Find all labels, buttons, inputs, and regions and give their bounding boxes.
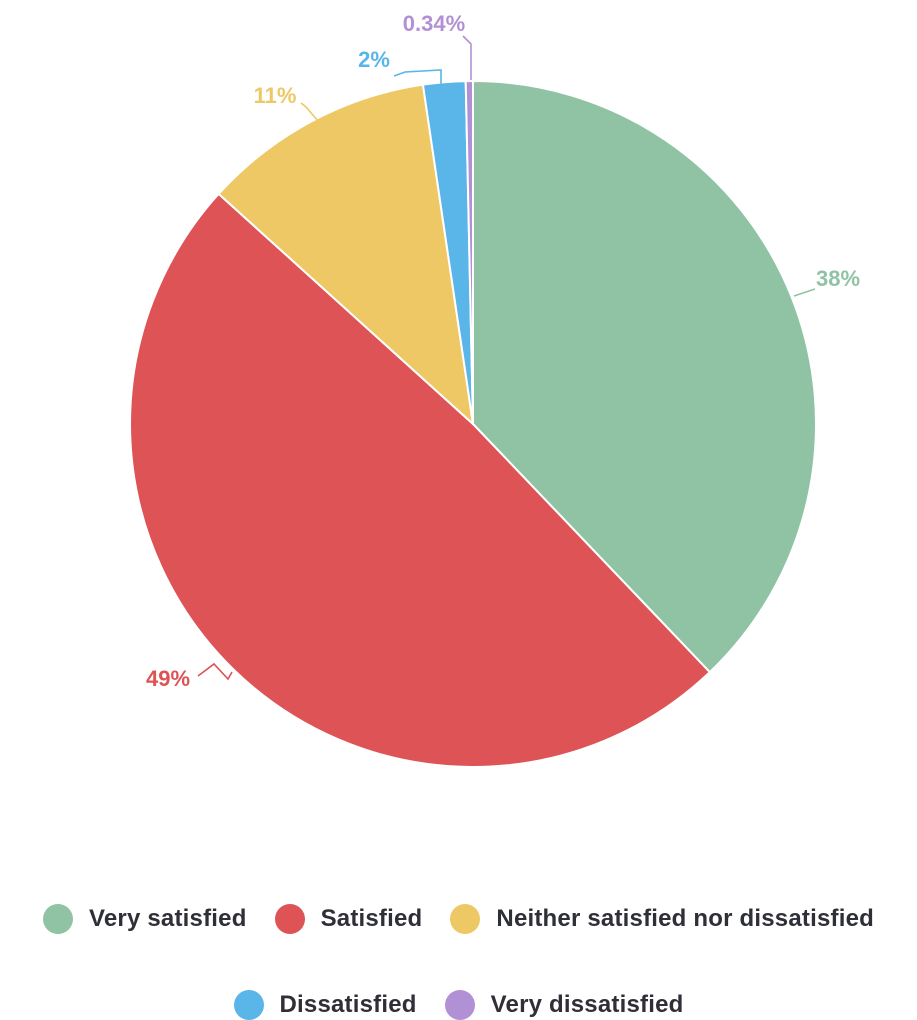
legend-item-satisfied[interactable]: Satisfied bbox=[274, 904, 423, 934]
legend-label-very-dissatisfied: Very dissatisfied bbox=[490, 991, 684, 1018]
legend-row-1: Very satisfied Satisfied Neither satisfi… bbox=[0, 904, 917, 934]
legend-swatch-satisfied bbox=[274, 904, 305, 934]
data-label-neither-satisfied-nor-dissatisfied: 11% bbox=[254, 83, 297, 108]
pie-slice-very-dissatisfied[interactable] bbox=[464, 80, 474, 425]
legend-swatch-very-dissatisfied bbox=[444, 990, 475, 1020]
legend-item-very-satisfied[interactable]: Very satisfied bbox=[43, 904, 247, 934]
legend-label-neither: Neither satisfied nor dissatisfied bbox=[496, 905, 874, 932]
data-label-very-dissatisfied: 0.34% bbox=[403, 11, 465, 36]
data-label-very-satisfied: 38% bbox=[816, 266, 860, 291]
legend-item-dissatisfied[interactable]: Dissatisfied bbox=[233, 990, 417, 1020]
leader-line-satisfied bbox=[197, 662, 233, 681]
legend-swatch-neither bbox=[450, 904, 481, 934]
leader-line-neither-satisfied-nor-dissatisfied bbox=[300, 102, 319, 122]
data-label-satisfied: 49% bbox=[146, 666, 190, 691]
legend-label-satisfied: Satisfied bbox=[320, 905, 423, 932]
leader-line-very-dissatisfied bbox=[462, 35, 472, 80]
legend-swatch-dissatisfied bbox=[233, 990, 264, 1020]
leader-line-very-satisfied bbox=[793, 288, 816, 297]
legend-item-neither[interactable]: Neither satisfied nor dissatisfied bbox=[450, 904, 874, 934]
pie-slice-neither-satisfied-nor-dissatisfied[interactable] bbox=[217, 83, 474, 425]
pie-slice-satisfied[interactable] bbox=[129, 192, 711, 768]
legend-swatch-very-satisfied bbox=[43, 904, 73, 934]
data-label-dissatisfied: 2% bbox=[358, 47, 390, 72]
legend-label-very-satisfied: Very satisfied bbox=[89, 905, 247, 932]
leader-line-dissatisfied bbox=[393, 69, 442, 86]
pie-slice-very-satisfied[interactable] bbox=[472, 80, 817, 674]
legend-item-very-dissatisfied[interactable]: Very dissatisfied bbox=[444, 990, 684, 1020]
legend-label-dissatisfied: Dissatisfied bbox=[279, 991, 417, 1018]
